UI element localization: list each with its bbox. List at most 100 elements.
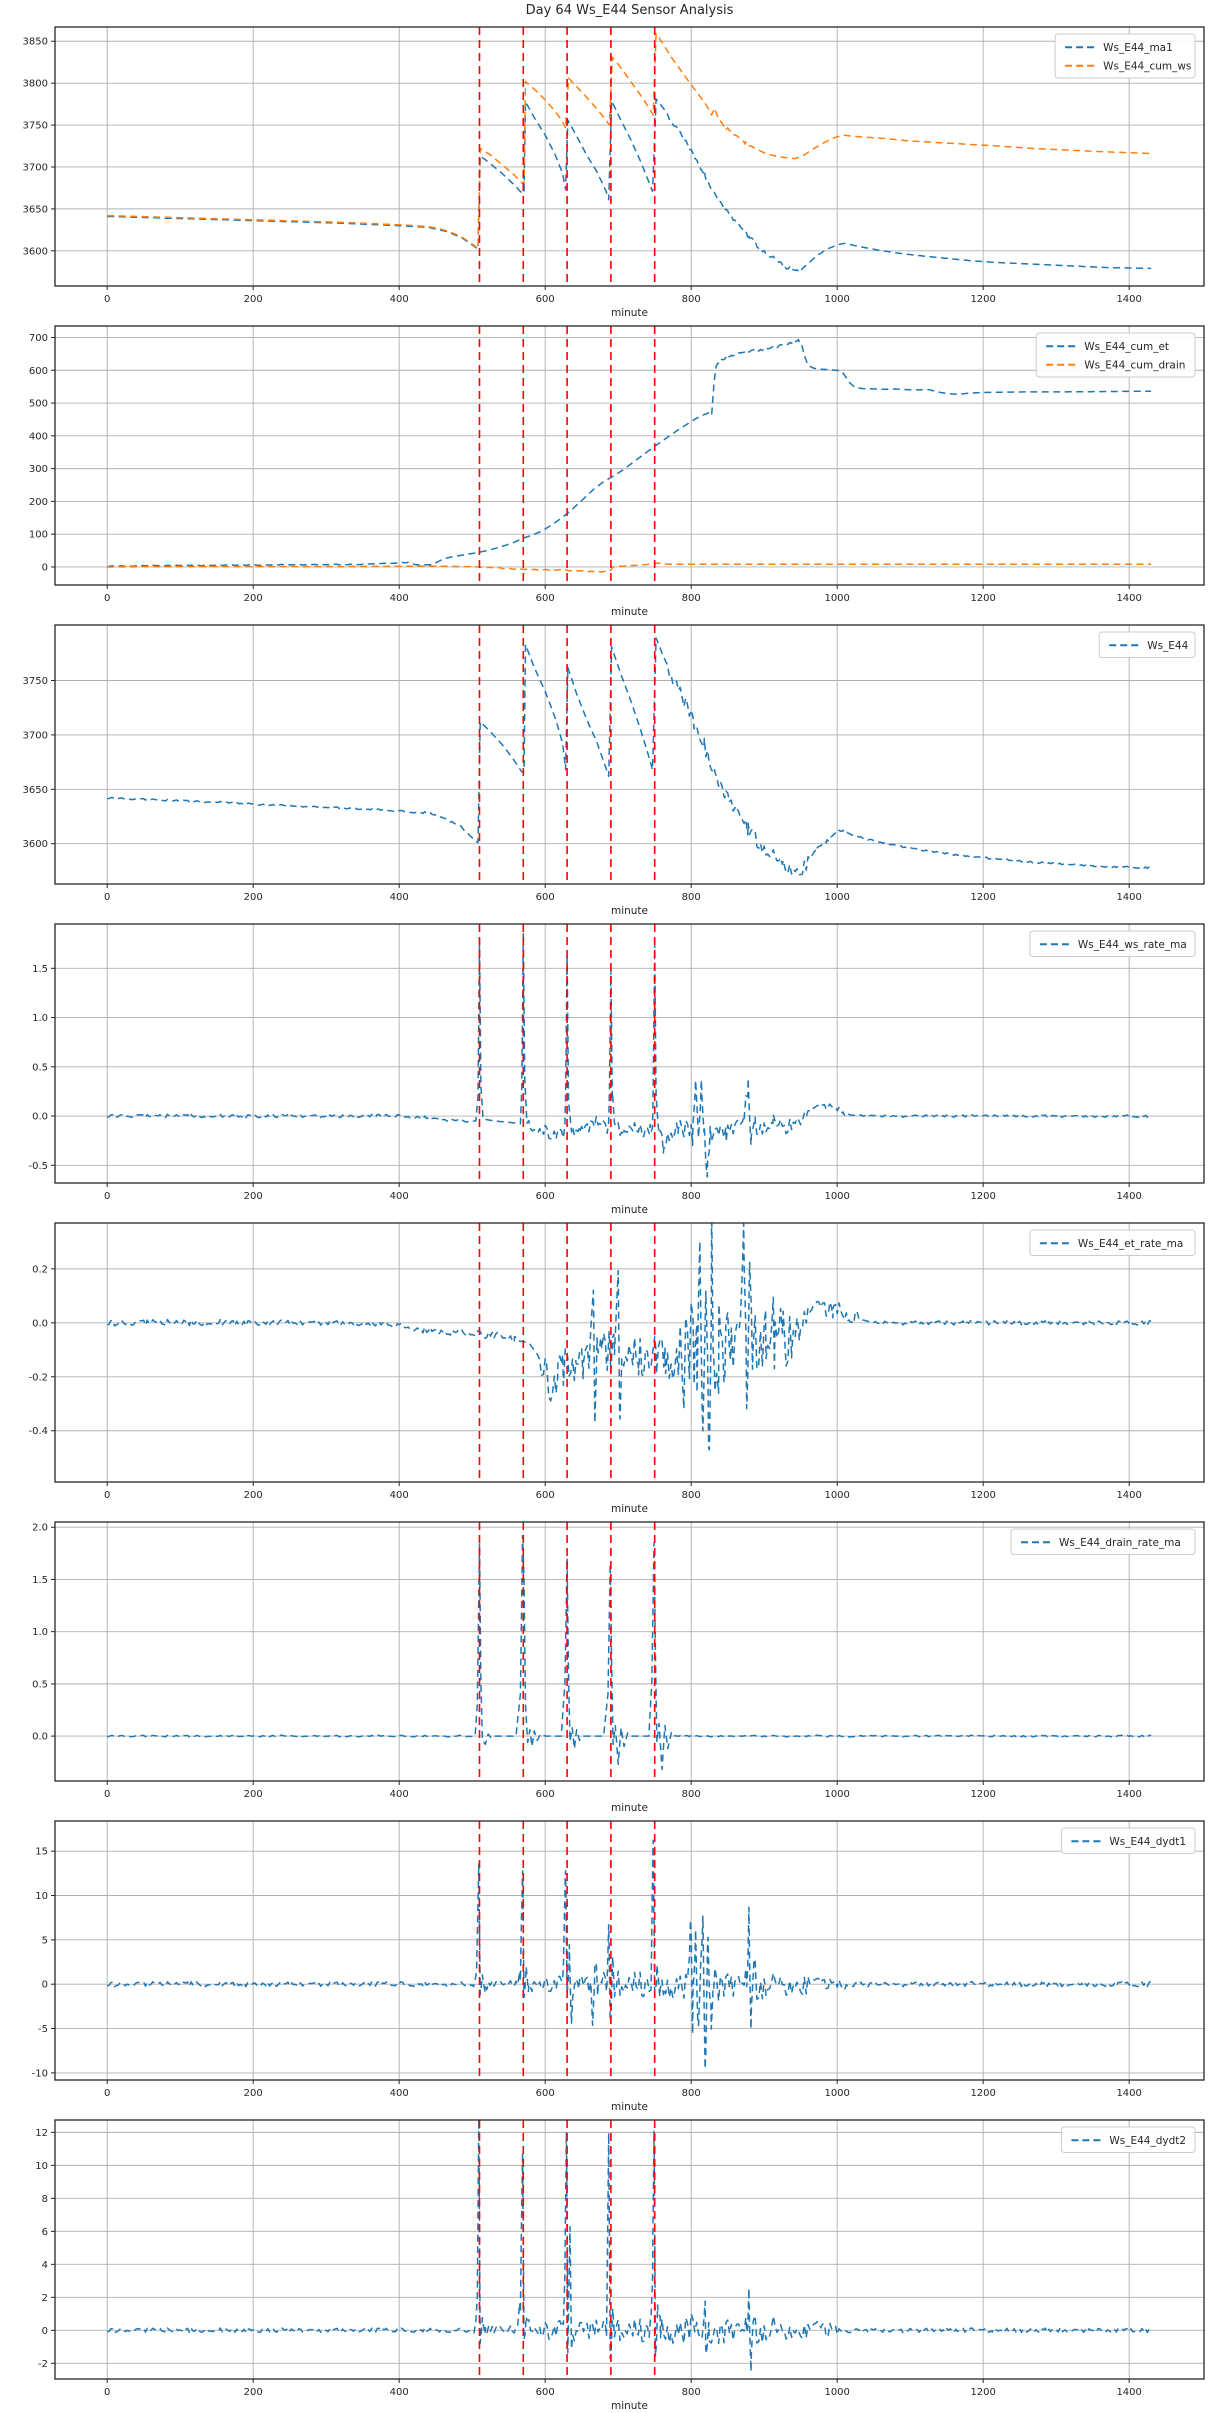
x-axis-label: minute bbox=[611, 1204, 648, 1216]
x-tick-label: 200 bbox=[244, 294, 263, 305]
y-tick-label: 0.2 bbox=[32, 1264, 48, 1275]
y-tick-label: 3750 bbox=[23, 121, 48, 132]
x-tick-label: 0 bbox=[104, 1191, 110, 1202]
x-tick-label: 800 bbox=[682, 1490, 701, 1501]
x-tick-label: 1000 bbox=[824, 892, 849, 903]
x-tick-label: 1000 bbox=[824, 1490, 849, 1501]
y-tick-label: 300 bbox=[29, 464, 48, 475]
plot-area bbox=[107, 1522, 1152, 1781]
x-tick-label: 600 bbox=[536, 1191, 555, 1202]
legend-box bbox=[1098, 631, 1196, 658]
x-tick-label: 800 bbox=[682, 1789, 701, 1800]
y-tick-label: 3750 bbox=[23, 676, 48, 687]
x-tick-label: 600 bbox=[536, 892, 555, 903]
x-axis-label: minute bbox=[611, 905, 648, 917]
y-tick-label: 3600 bbox=[23, 246, 48, 257]
x-tick-label: 800 bbox=[682, 593, 701, 604]
subplot-ma1-cum-ws-svg: 0 200 400 600 800 1000 1200 1400 3600 3650 3700 375… bbox=[0, 21, 1211, 320]
x-tick-label: 0 bbox=[104, 1490, 110, 1501]
y-tick-label: 0.0 bbox=[32, 1318, 48, 1329]
y-tick-label: -10 bbox=[32, 2068, 48, 2079]
x-axis-label: minute bbox=[611, 2101, 648, 2113]
subplot-ma1-cum-ws: 0 200 400 600 800 1000 1200 1400 3600 3650 3700 375… bbox=[0, 21, 1211, 320]
axes-border bbox=[54, 624, 1205, 885]
y-tick-label: 200 bbox=[29, 497, 48, 508]
legend: Ws_E44_et_rate_ma bbox=[1029, 1229, 1196, 1256]
y-tick-label: 0.5 bbox=[32, 1679, 48, 1690]
x-tick-label: 400 bbox=[390, 892, 409, 903]
series-Ws_E44_cum_drain bbox=[107, 562, 1152, 573]
x-tick-label: 1400 bbox=[1116, 593, 1141, 604]
legend-box bbox=[1035, 332, 1196, 378]
legend-label: Ws_E44_cum_ws bbox=[1103, 60, 1191, 72]
y-tick-label: 0 bbox=[42, 562, 48, 573]
y-tick-label: 3700 bbox=[23, 730, 48, 741]
series-Ws_E44_cum_et bbox=[107, 338, 1152, 568]
legend: Ws_E44_ma1 Ws_E44_cum_ws bbox=[1054, 33, 1196, 79]
subplot-et-rate-ma: 0 200 400 600 800 1000 1200 1400 -0.4 -0.2 0.0 0.2 m… bbox=[0, 1217, 1211, 1516]
y-tick-label: 3850 bbox=[23, 37, 48, 48]
y-tick-label: 1.0 bbox=[32, 1627, 48, 1638]
subplot-et-rate-ma-svg: 0 200 400 600 800 1000 1200 1400 -0.4 -0.2 0.0 0.2 m… bbox=[0, 1217, 1211, 1516]
subplot-drain-rate-ma-svg: 0 200 400 600 800 1000 1200 1400 0.0 0.5 1.0 1.5 2.0… bbox=[0, 1516, 1211, 1815]
x-tick-label: 400 bbox=[390, 2088, 409, 2099]
y-tick-label: -0.4 bbox=[28, 1426, 48, 1437]
legend: Ws_E44_dydt1 bbox=[1060, 1827, 1196, 1854]
y-tick-label: 500 bbox=[29, 399, 48, 410]
x-tick-label: 1400 bbox=[1116, 1490, 1141, 1501]
subplot-cum-et-cum-drain-svg: 0 200 400 600 800 1000 1200 1400 0 100 200 300 400 50… bbox=[0, 320, 1211, 619]
series-Ws_E44 bbox=[107, 637, 1152, 876]
x-tick-label: 800 bbox=[682, 892, 701, 903]
series-Ws_E44_dydt1 bbox=[107, 1839, 1152, 2070]
plot-background bbox=[0, 1516, 1211, 1815]
y-tick-label: 0 bbox=[42, 2326, 48, 2337]
x-tick-label: 400 bbox=[390, 2387, 409, 2398]
y-tick-label: 6 bbox=[42, 2227, 48, 2238]
x-tick-label: 1200 bbox=[970, 892, 995, 903]
legend: Ws_E44_ws_rate_ma bbox=[1029, 930, 1196, 957]
x-tick-label: 1400 bbox=[1116, 1191, 1141, 1202]
plot-area bbox=[107, 625, 1152, 884]
x-tick-label: 800 bbox=[682, 1191, 701, 1202]
plot-background bbox=[0, 1815, 1211, 2114]
x-tick-label: 1000 bbox=[824, 1789, 849, 1800]
legend-box bbox=[1054, 33, 1196, 79]
x-tick-label: 200 bbox=[244, 1191, 263, 1202]
x-tick-label: 400 bbox=[390, 1490, 409, 1501]
y-tick-label: 400 bbox=[29, 431, 48, 442]
y-tick-label: -2 bbox=[38, 2359, 48, 2370]
x-tick-label: 400 bbox=[390, 1789, 409, 1800]
y-tick-label: -0.5 bbox=[28, 1161, 48, 1172]
series-Ws_E44_cum_ws bbox=[107, 32, 1152, 250]
legend-label: Ws_E44_et_rate_ma bbox=[1078, 1238, 1183, 1250]
axes-border bbox=[54, 1820, 1205, 2081]
legend-box bbox=[1029, 930, 1196, 957]
plot-background bbox=[0, 21, 1211, 320]
x-tick-label: 0 bbox=[104, 593, 110, 604]
x-axis-label: minute bbox=[611, 606, 648, 618]
subplot-raw: 0 200 400 600 800 1000 1200 1400 3600 3650 3700 375… bbox=[0, 619, 1211, 918]
legend-label: Ws_E44_drain_rate_ma bbox=[1059, 1537, 1181, 1549]
y-tick-label: 1.5 bbox=[32, 1575, 48, 1586]
y-tick-label: -5 bbox=[38, 2024, 48, 2035]
x-tick-label: 600 bbox=[536, 593, 555, 604]
axes-border bbox=[54, 26, 1205, 287]
axes-border bbox=[54, 1521, 1205, 1782]
y-tick-label: 8 bbox=[42, 2194, 48, 2205]
axes-border bbox=[54, 923, 1205, 1184]
x-tick-label: 0 bbox=[104, 294, 110, 305]
y-tick-label: 0.5 bbox=[32, 1062, 48, 1073]
plot-area bbox=[106, 1223, 1152, 1482]
x-tick-label: 200 bbox=[244, 892, 263, 903]
x-tick-label: 600 bbox=[536, 1789, 555, 1800]
y-tick-label: 600 bbox=[29, 366, 48, 377]
x-tick-label: 400 bbox=[390, 593, 409, 604]
x-tick-label: 1200 bbox=[970, 1191, 995, 1202]
legend-label: Ws_E44 bbox=[1147, 640, 1188, 652]
legend: Ws_E44 bbox=[1098, 631, 1196, 658]
legend: Ws_E44_dydt2 bbox=[1060, 2126, 1196, 2153]
x-tick-label: 1200 bbox=[970, 2387, 995, 2398]
y-tick-label: -0.2 bbox=[28, 1372, 48, 1383]
series-Ws_E44_et_rate_ma bbox=[106, 1223, 1152, 1451]
x-tick-label: 1000 bbox=[824, 2387, 849, 2398]
